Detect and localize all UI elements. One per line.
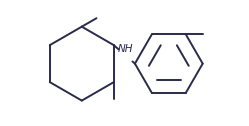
Text: NH: NH [117, 44, 133, 54]
